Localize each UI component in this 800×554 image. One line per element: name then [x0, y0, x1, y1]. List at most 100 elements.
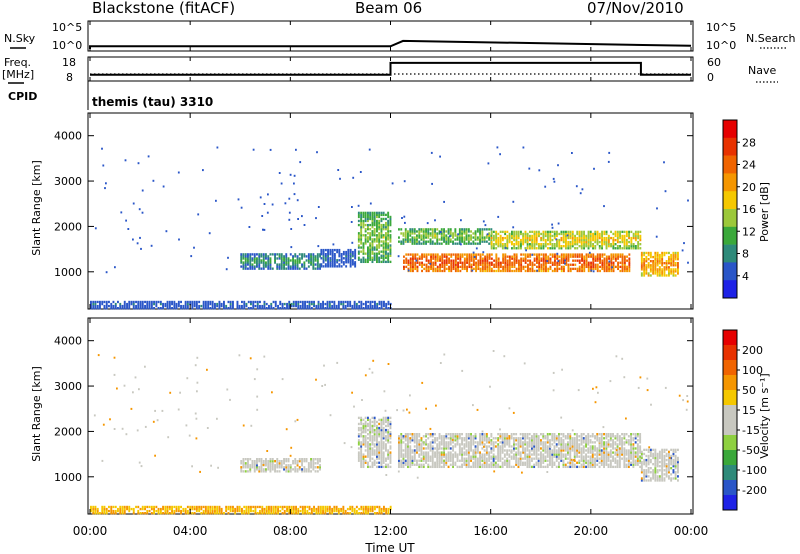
data-cell	[506, 441, 509, 444]
data-cell	[285, 257, 288, 260]
data-cell	[380, 254, 383, 257]
data-cell	[634, 238, 637, 242]
data-cell	[596, 437, 599, 440]
data-cell	[416, 443, 418, 446]
data-cell	[506, 437, 509, 440]
data-cell	[470, 457, 472, 460]
data-cell	[580, 451, 583, 454]
data-cell	[470, 439, 472, 442]
data-cell	[362, 461, 365, 464]
data-cell	[526, 435, 529, 438]
data-cell	[492, 236, 495, 240]
data-cell	[249, 253, 252, 256]
data-cell	[594, 238, 597, 242]
data-cell	[331, 257, 334, 260]
data-cell	[198, 307, 201, 310]
data-cell	[211, 307, 214, 310]
data-cell	[668, 274, 670, 277]
data-cell	[569, 240, 572, 244]
data-cell	[312, 458, 315, 461]
data-cell	[495, 261, 498, 264]
data-cell	[251, 265, 254, 268]
data-cell	[456, 465, 459, 469]
data-cell	[404, 234, 407, 237]
data-cell	[556, 234, 558, 238]
data-cell	[677, 460, 679, 464]
data-cell	[658, 475, 661, 478]
data-cell	[616, 435, 619, 438]
data-cell	[625, 234, 628, 238]
data-cell	[576, 443, 578, 446]
data-cell	[299, 300, 302, 304]
data-cell	[327, 250, 329, 254]
data-cell	[545, 267, 547, 271]
data-cell	[171, 307, 173, 310]
data-cell	[542, 445, 545, 448]
data-cell	[513, 243, 516, 246]
data-cell	[599, 255, 601, 258]
data-cell	[436, 253, 439, 256]
data-cell	[598, 449, 601, 452]
data-cell	[485, 433, 488, 436]
data-cell	[369, 435, 372, 438]
data-cell	[533, 236, 536, 240]
data-cell	[319, 458, 321, 461]
data-cell	[569, 441, 572, 444]
data-cell	[454, 253, 457, 256]
data-cell	[241, 304, 243, 308]
data-cell	[578, 267, 581, 271]
data-cell	[501, 247, 504, 250]
data-cell	[286, 304, 288, 308]
data-cell	[621, 439, 623, 442]
data-cell	[580, 453, 583, 456]
data-cell	[294, 253, 297, 256]
data-cell	[362, 431, 365, 434]
data-cell	[627, 443, 630, 446]
data-cell	[414, 261, 417, 264]
data-cell	[596, 265, 599, 269]
data-cell	[486, 257, 489, 260]
data-cell	[276, 263, 279, 266]
data-cell	[292, 304, 295, 308]
data-cell	[421, 269, 423, 273]
data-cell	[316, 257, 319, 260]
data-cell	[556, 265, 559, 269]
data-cell	[278, 464, 281, 467]
data-cell	[422, 457, 425, 460]
data-cell	[594, 445, 596, 448]
data-cell	[529, 245, 531, 248]
data-cell	[327, 261, 329, 264]
data-cell	[380, 420, 383, 424]
data-cell	[146, 300, 149, 304]
data-cell	[594, 263, 597, 266]
data-cell	[242, 261, 245, 264]
data-cell	[490, 240, 493, 244]
data-cell	[538, 259, 541, 262]
data-cell	[320, 265, 323, 268]
data-cell	[405, 265, 408, 269]
data-cell	[339, 177, 341, 180]
data-cell	[522, 447, 524, 450]
data-cell	[467, 441, 470, 444]
data-cell	[256, 307, 259, 310]
data-cell	[322, 259, 325, 262]
data-cell	[403, 180, 406, 183]
data-cell	[335, 307, 338, 310]
data-cell	[411, 240, 414, 243]
data-cell	[139, 236, 141, 239]
data-cell	[468, 265, 471, 269]
data-cell	[576, 269, 579, 273]
data-cell	[96, 304, 99, 308]
data-cell	[560, 245, 563, 248]
data-cell	[558, 441, 560, 444]
data-cell	[531, 230, 534, 234]
data-cell	[319, 265, 321, 268]
data-cell	[540, 257, 543, 260]
data-cell	[504, 265, 507, 269]
data-cell	[535, 445, 538, 448]
data-cell	[313, 302, 315, 306]
data-cell	[533, 245, 536, 248]
data-cell	[492, 465, 495, 469]
data-cell	[314, 466, 317, 469]
data-cell	[524, 435, 527, 438]
